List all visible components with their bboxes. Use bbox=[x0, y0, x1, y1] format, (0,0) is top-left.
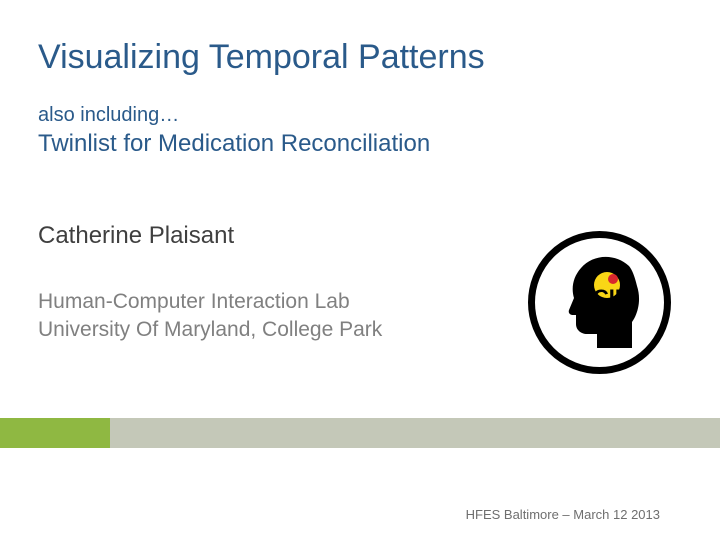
accent-band bbox=[0, 418, 720, 448]
footer-text: HFES Baltimore – March 12 2013 bbox=[466, 507, 660, 522]
hcil-logo-svg: HCIL bbox=[527, 230, 672, 375]
accent-band-gray bbox=[110, 418, 720, 448]
slide-subtitle-line2: Twinlist for Medication Reconciliation bbox=[38, 130, 430, 158]
accent-band-green bbox=[0, 418, 110, 448]
slide: Visualizing Temporal Patterns also inclu… bbox=[0, 0, 720, 540]
affiliation-line1: Human-Computer Interaction Lab bbox=[38, 290, 350, 314]
slide-subtitle-line1: also including… bbox=[38, 104, 179, 127]
author-name: Catherine Plaisant bbox=[38, 222, 234, 250]
hcil-logo: HCIL bbox=[527, 230, 672, 375]
affiliation-line2: University Of Maryland, College Park bbox=[38, 318, 382, 342]
slide-title: Visualizing Temporal Patterns bbox=[38, 38, 485, 77]
hcil-logo-text: HCIL bbox=[577, 285, 628, 310]
